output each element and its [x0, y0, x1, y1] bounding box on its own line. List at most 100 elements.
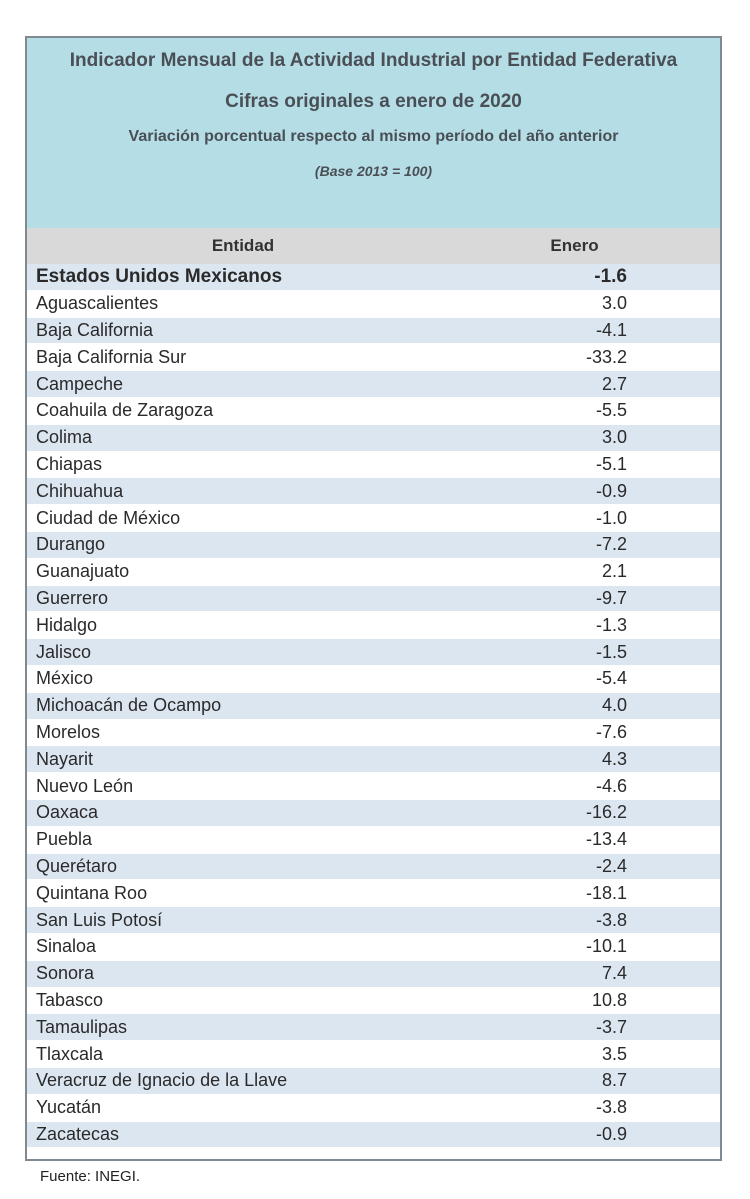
- entity-value: -0.9: [595, 480, 627, 501]
- entity-name: Zacatecas: [36, 1123, 120, 1144]
- entity-name: Campeche: [36, 373, 124, 394]
- entity-value: -1.5: [595, 641, 627, 662]
- table-row: Sinaloa -10.1: [27, 933, 720, 961]
- entity-name: Coahuila de Zaragoza: [36, 400, 214, 421]
- table-row: Morelos -7.6: [27, 719, 720, 747]
- table-row: México -5.4: [27, 665, 720, 693]
- entity-value: -3.7: [595, 1016, 627, 1037]
- table-row: Baja California -4.1: [27, 317, 720, 345]
- entity-name: Morelos: [36, 721, 101, 742]
- table-row: Guanajuato 2.1: [27, 558, 720, 586]
- table-row: Nuevo León -4.6: [27, 773, 720, 800]
- table-row: Colima 3.0: [27, 424, 720, 452]
- entity-name: Tabasco: [36, 989, 104, 1010]
- entity-name: Ciudad de México: [36, 507, 181, 528]
- entity-value: -16.2: [585, 802, 627, 823]
- entity-name: Aguascalientes: [36, 293, 159, 314]
- entity-value: -13.4: [585, 829, 627, 850]
- entity-value: 3.0: [601, 293, 627, 314]
- entity-value: 4.3: [601, 748, 627, 769]
- table-row: San Luis Potosí -3.8: [27, 907, 720, 934]
- entity-value: 3.5: [601, 1043, 627, 1064]
- entity-name: Durango: [36, 534, 106, 555]
- source-note: Fuente: INEGI.: [40, 1168, 141, 1185]
- entity-name: Guerrero: [36, 587, 109, 608]
- table-row: Michoacán de Ocampo 4.0: [27, 692, 720, 720]
- entity-name: Puebla: [36, 829, 93, 850]
- entity-name: Sonora: [36, 963, 95, 984]
- entity-name: Chiapas: [36, 453, 103, 474]
- table-row-total: Estados Unidos Mexicanos -1.6: [27, 264, 720, 291]
- table-row: Chihuahua -0.9: [27, 478, 720, 506]
- entity-value: 10.8: [591, 989, 627, 1010]
- table-row: Guerrero -9.7: [27, 585, 720, 613]
- table-row: Coahuila de Zaragoza -5.5: [27, 397, 720, 425]
- entity-name: Estados Unidos Mexicanos: [36, 265, 283, 287]
- entity-name: Veracruz de Ignacio de la Llave: [36, 1070, 288, 1091]
- entity-value: 2.1: [601, 561, 627, 582]
- column-header-entidad: Entidad: [211, 236, 275, 255]
- table-row: Quintana Roo -18.1: [27, 880, 720, 908]
- entity-name: Nuevo León: [36, 775, 134, 796]
- table-header: Entidad Enero: [27, 228, 720, 264]
- table-row: Sonora 7.4: [27, 960, 720, 988]
- table-row: Querétaro -2.4: [27, 853, 720, 881]
- entity-value: -2.4: [595, 855, 627, 876]
- table-row: Campeche 2.7: [27, 371, 720, 398]
- entity-value: -7.6: [595, 721, 627, 742]
- entity-value: 7.4: [601, 963, 627, 984]
- entity-value: -4.1: [595, 319, 627, 340]
- entity-value: -7.2: [595, 534, 627, 555]
- table-row: Chiapas -5.1: [27, 451, 720, 479]
- entity-name: Guanajuato: [36, 561, 130, 582]
- entity-value: -33.2: [585, 346, 627, 367]
- entity-name: Colima: [36, 427, 93, 448]
- base-note: (Base 2013 = 100): [314, 163, 433, 179]
- entity-value: -1.3: [595, 614, 627, 635]
- entity-value: 2.7: [601, 373, 627, 394]
- entity-name: Yucatán: [36, 1097, 102, 1118]
- entity-name: México: [36, 668, 94, 689]
- page-title: Indicador Mensual de la Actividad Indust…: [69, 50, 678, 71]
- title-block: Indicador Mensual de la Actividad Indust…: [27, 38, 720, 228]
- table-row: Durango -7.2: [27, 531, 720, 559]
- table-row: Jalisco -1.5: [27, 639, 720, 666]
- entity-name: Hidalgo: [36, 614, 98, 635]
- page-subtitle: Cifras originales a enero de 2020: [225, 91, 522, 112]
- table-row: Yucatán -3.8: [27, 1094, 720, 1122]
- table-row: Aguascalientes 3.0: [27, 290, 720, 318]
- entity-value: -1.6: [594, 265, 627, 287]
- entity-value: -5.5: [595, 400, 627, 421]
- entity-name: Sinaloa: [36, 936, 97, 957]
- entity-value: 4.0: [601, 695, 627, 716]
- entity-name: Querétaro: [36, 855, 118, 876]
- entity-name: Jalisco: [36, 641, 92, 662]
- entity-value: -0.9: [595, 1123, 627, 1144]
- entity-name: Baja California: [36, 319, 154, 340]
- table-row: Nayarit 4.3: [27, 746, 720, 774]
- entity-value: -5.4: [595, 668, 627, 689]
- entity-name: Tamaulipas: [36, 1016, 128, 1037]
- table-frame: Indicador Mensual de la Actividad Indust…: [25, 36, 722, 1161]
- entity-value: -3.8: [595, 909, 627, 930]
- entity-value: -5.1: [595, 453, 627, 474]
- entity-value: -18.1: [585, 882, 627, 903]
- table-row: Veracruz de Ignacio de la Llave 8.7: [27, 1067, 720, 1095]
- entity-value: -3.8: [595, 1097, 627, 1118]
- entity-name: Michoacán de Ocampo: [36, 695, 222, 716]
- entity-name: Baja California Sur: [36, 346, 187, 367]
- entity-name: Chihuahua: [36, 480, 124, 501]
- entity-value: -1.0: [595, 507, 627, 528]
- table-row: Hidalgo -1.3: [27, 612, 720, 640]
- entity-value: 8.7: [601, 1070, 627, 1091]
- entity-name: San Luis Potosí: [36, 909, 163, 930]
- page-description: Variación porcentual respecto al mismo p…: [128, 128, 619, 145]
- entity-value: -9.7: [595, 587, 627, 608]
- column-header-enero: Enero: [550, 236, 599, 255]
- table-row: Ciudad de México -1.0: [27, 505, 720, 532]
- entity-name: Oaxaca: [36, 802, 99, 823]
- entity-name: Tlaxcala: [36, 1043, 104, 1064]
- entity-name: Nayarit: [36, 748, 94, 769]
- table-row: Tlaxcala 3.5: [27, 1041, 720, 1068]
- entity-value: 3.0: [601, 427, 627, 448]
